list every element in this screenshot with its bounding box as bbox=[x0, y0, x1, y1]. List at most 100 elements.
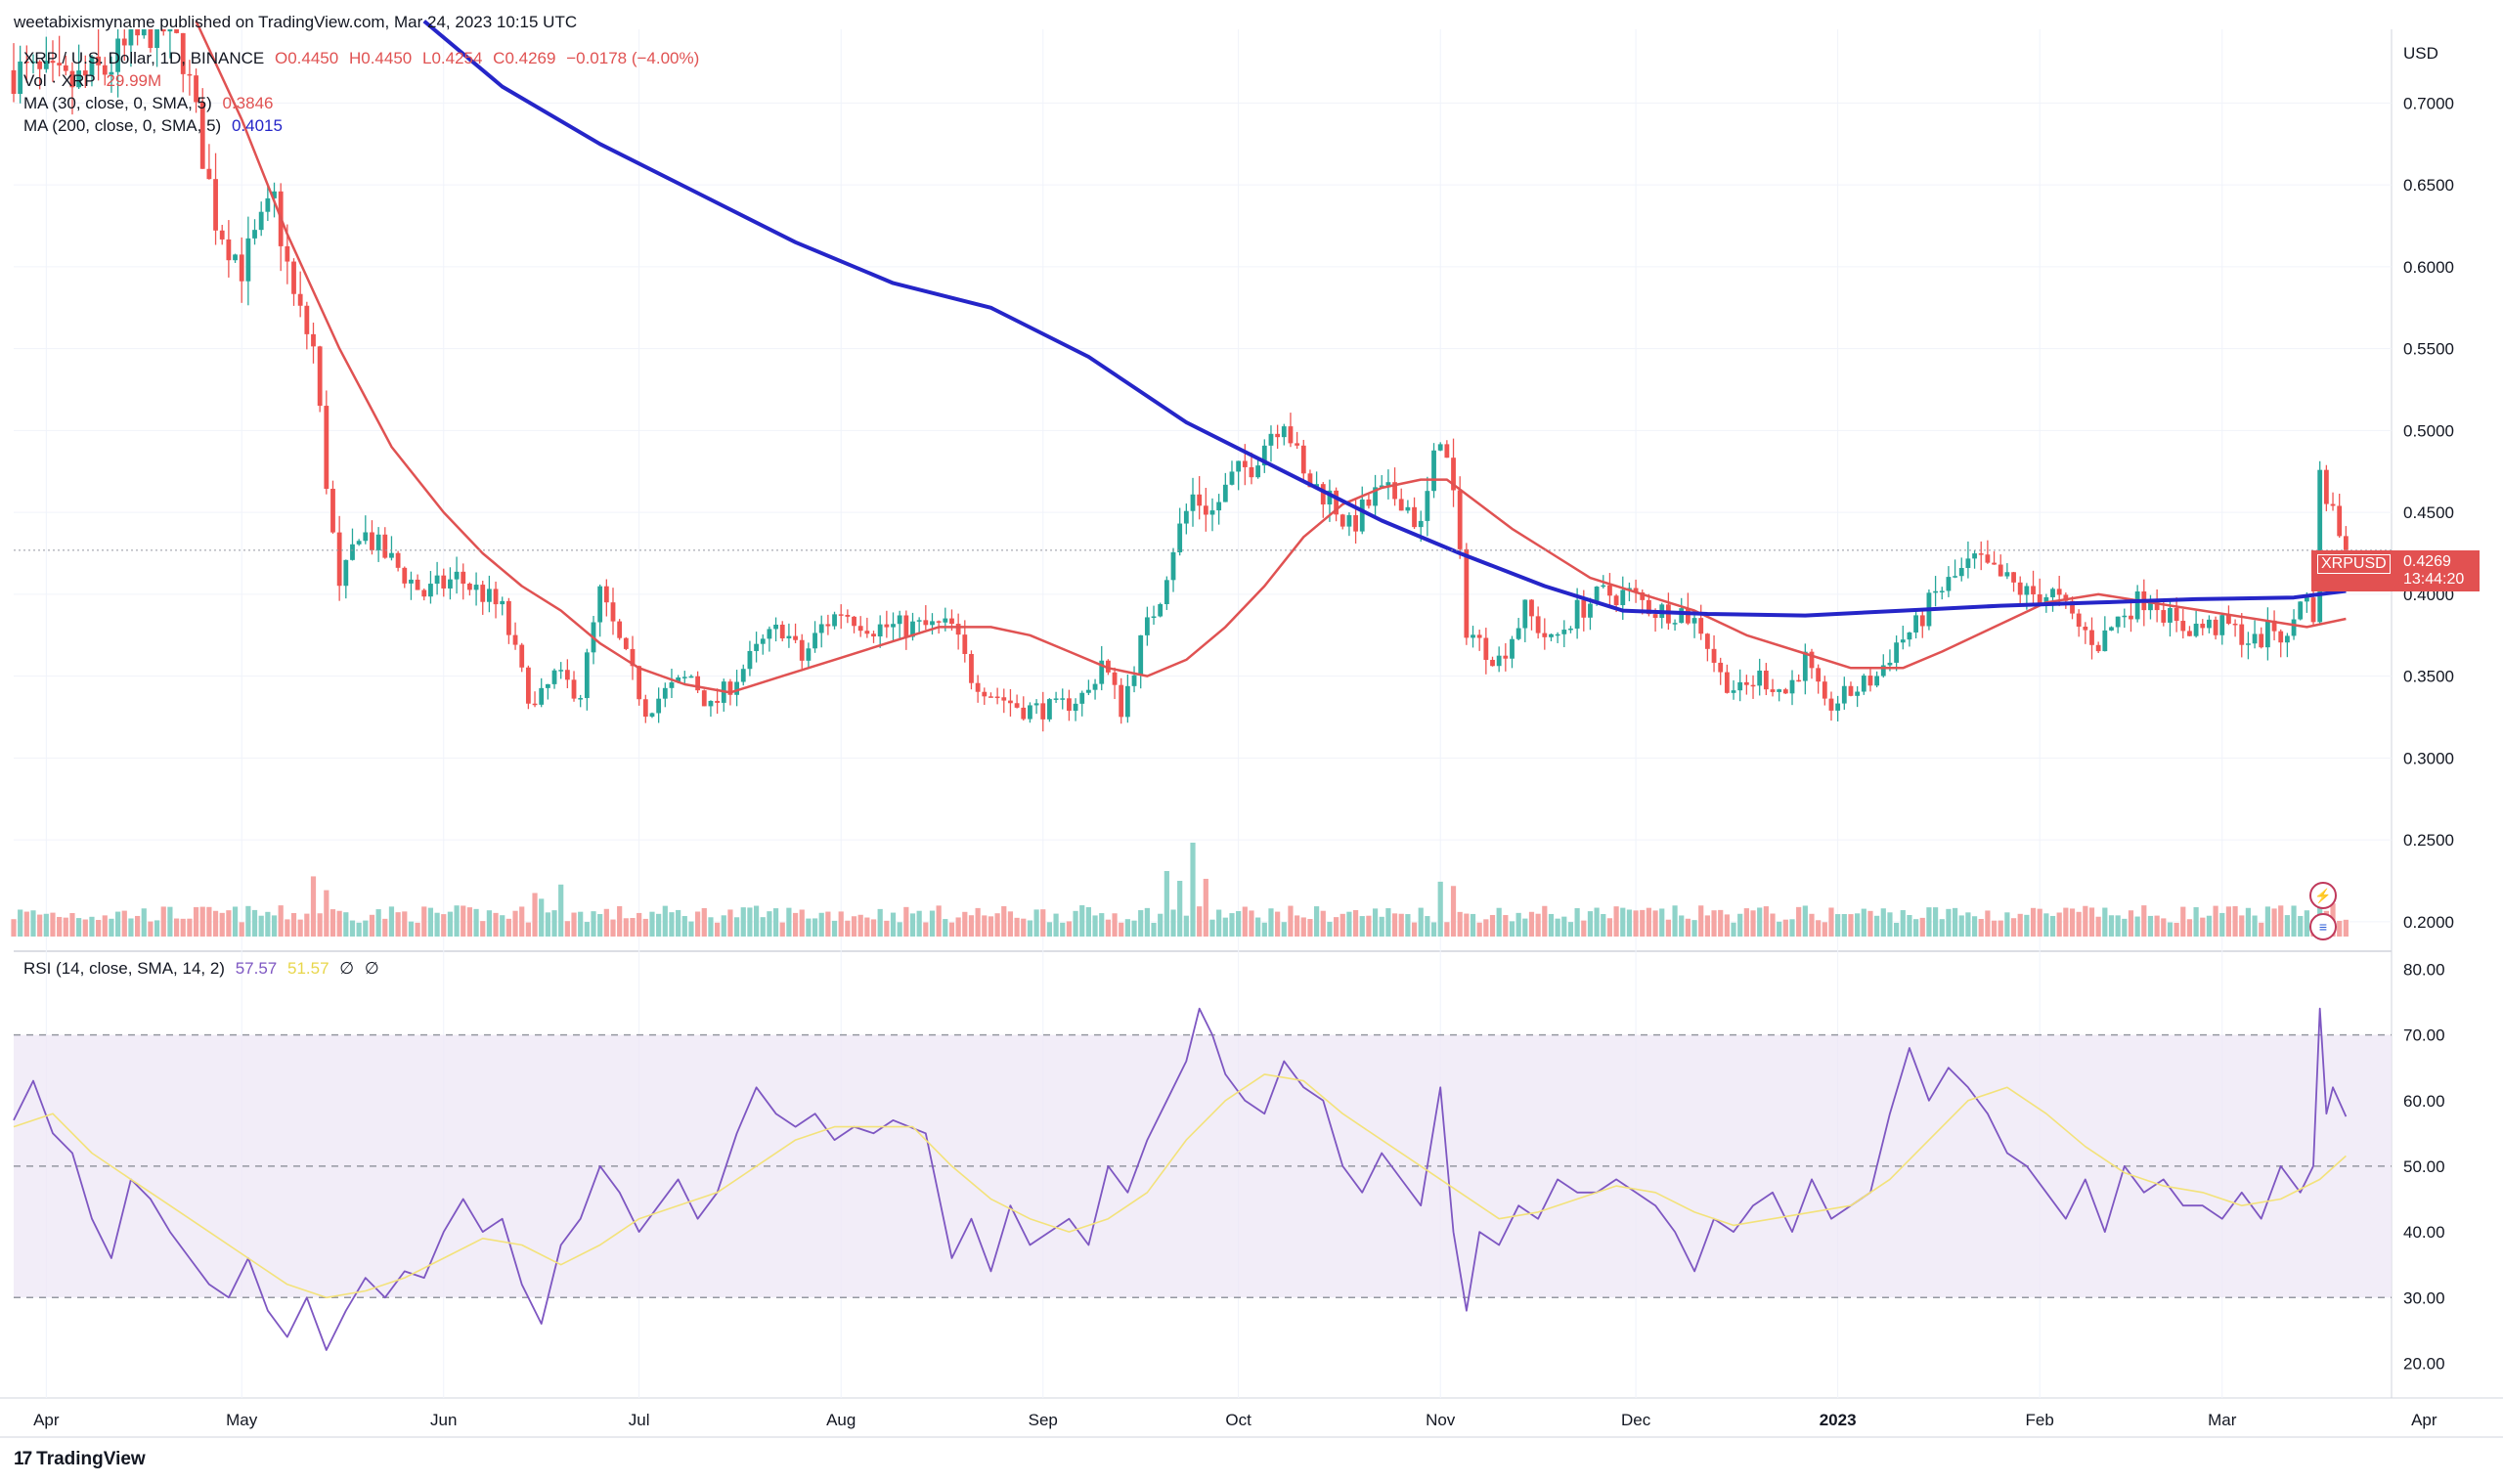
volume-bar bbox=[1092, 915, 1098, 937]
candle-body bbox=[96, 56, 102, 65]
candle-body bbox=[1522, 599, 1528, 629]
volume-bar bbox=[1809, 913, 1815, 937]
volume-bar bbox=[1151, 922, 1157, 937]
ma30-legend[interactable]: MA (30, close, 0, SMA, 5) 0.3846 bbox=[23, 93, 279, 114]
volume-bar bbox=[669, 912, 675, 937]
ma200-legend[interactable]: MA (200, close, 0, SMA, 5) 0.4015 bbox=[23, 115, 288, 137]
volume-bar bbox=[2134, 916, 2140, 937]
volume-bar bbox=[884, 920, 890, 937]
volume-bar bbox=[1144, 907, 1150, 937]
candle-body bbox=[258, 211, 264, 231]
volume-bar bbox=[578, 911, 584, 937]
volume-bar bbox=[2225, 906, 2232, 937]
candle-body bbox=[2343, 536, 2349, 550]
candle-body bbox=[708, 700, 714, 707]
candle-body bbox=[1874, 676, 1880, 686]
volume-bar bbox=[936, 905, 942, 937]
volume-bar bbox=[167, 906, 173, 937]
candle-body bbox=[1743, 681, 1749, 685]
us-flag-icon[interactable]: ≡ bbox=[2309, 913, 2337, 940]
ohlc-close: C0.4269 bbox=[493, 49, 556, 67]
candle-body bbox=[1418, 520, 1424, 528]
candle-body bbox=[1731, 690, 1736, 693]
candle-body bbox=[1568, 628, 1573, 631]
candle-body bbox=[512, 634, 518, 645]
price-tag-price: 0.4269 bbox=[2403, 553, 2451, 570]
rsi-ma-line bbox=[13, 1073, 2347, 1299]
time-tick-label: Nov bbox=[1426, 1411, 1456, 1429]
rsi-legend[interactable]: RSI (14, close, SMA, 14, 2) 57.57 51.57 … bbox=[23, 958, 385, 980]
candle-body bbox=[382, 534, 388, 558]
volume-bar bbox=[994, 913, 1000, 937]
volume-legend[interactable]: Vol · XRP 29.99M bbox=[23, 70, 167, 92]
candle-body bbox=[1099, 660, 1105, 684]
volume-bar bbox=[30, 910, 36, 937]
candle-body bbox=[82, 70, 88, 76]
volume-bar bbox=[525, 922, 531, 937]
candle-body bbox=[370, 532, 374, 550]
volume-bar bbox=[356, 922, 362, 937]
candle-body bbox=[799, 639, 805, 661]
candle-body bbox=[1770, 689, 1776, 692]
candle-body bbox=[969, 653, 974, 683]
candle-body bbox=[1067, 698, 1072, 712]
candle-body bbox=[539, 687, 545, 705]
candle-body bbox=[1953, 576, 1957, 578]
volume-bar bbox=[2284, 915, 2290, 937]
tradingview-logo-text: TradingView bbox=[36, 1449, 146, 1469]
volume-bar bbox=[695, 911, 701, 937]
volume-bar bbox=[715, 922, 721, 937]
volume-bar bbox=[2083, 905, 2088, 937]
volume-bar bbox=[2219, 912, 2225, 937]
symbol-legend[interactable]: XRP / U.S. Dollar, 1D, BINANCE O0.4450 H… bbox=[23, 48, 705, 69]
volume-bar bbox=[2174, 922, 2179, 937]
rsi-tick-label: 70.00 bbox=[2403, 1026, 2445, 1045]
volume-bar bbox=[1822, 922, 1827, 937]
volume-bar bbox=[1339, 913, 1345, 937]
candle-body bbox=[1515, 628, 1521, 639]
candle-body bbox=[291, 261, 296, 294]
candle-body bbox=[1887, 662, 1893, 666]
volume-bar bbox=[923, 922, 929, 937]
candle-body bbox=[1373, 487, 1378, 506]
candle-body bbox=[916, 620, 922, 622]
volume-bar bbox=[1926, 907, 1932, 937]
volume-bar bbox=[271, 915, 278, 937]
price-tag-symbol: XRPUSD bbox=[2317, 554, 2391, 574]
candle-body bbox=[864, 631, 870, 634]
volume-bar bbox=[551, 910, 557, 937]
candle-body bbox=[1444, 444, 1450, 458]
candle-body bbox=[1158, 603, 1164, 617]
candle-body bbox=[695, 676, 701, 691]
candles bbox=[11, 29, 2349, 732]
volume-bar bbox=[1907, 915, 1912, 937]
candle-body bbox=[1802, 651, 1808, 681]
volume-bar bbox=[727, 909, 733, 937]
candle-body bbox=[688, 676, 694, 678]
candle-body bbox=[23, 61, 29, 64]
candle-body bbox=[1913, 615, 1918, 633]
candle-body bbox=[2134, 591, 2140, 620]
volume-bar bbox=[1620, 907, 1626, 937]
candle-body bbox=[1972, 553, 1977, 559]
volume-bar bbox=[1268, 908, 1274, 937]
volume-bar bbox=[1724, 914, 1730, 937]
volume-bar bbox=[69, 912, 75, 937]
time-tick-label: 2023 bbox=[1820, 1411, 1857, 1429]
candle-body bbox=[943, 618, 948, 623]
volume-bar bbox=[1014, 917, 1020, 937]
candle-body bbox=[1300, 445, 1306, 474]
candle-body bbox=[18, 61, 23, 94]
volume-bar bbox=[1444, 922, 1450, 937]
candle-body bbox=[167, 29, 173, 32]
tradingview-logo[interactable]: 17 TradingView bbox=[14, 1449, 146, 1470]
lightning-icon[interactable]: ⚡ bbox=[2309, 882, 2337, 909]
volume-bar bbox=[1222, 917, 1228, 937]
volume-bar bbox=[258, 915, 264, 937]
volume-bar bbox=[109, 918, 114, 937]
candle-body bbox=[1496, 655, 1502, 667]
volume-bar bbox=[1594, 907, 1600, 937]
volume-bar bbox=[2128, 910, 2134, 937]
candle-body bbox=[1542, 633, 1548, 637]
